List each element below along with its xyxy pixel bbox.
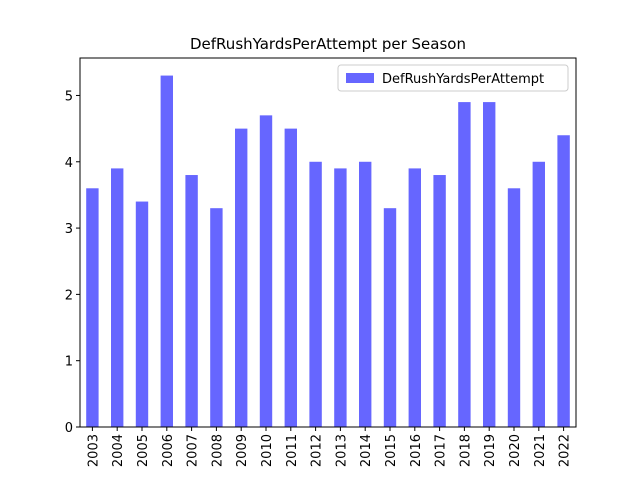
legend-label: DefRushYardsPerAttempt xyxy=(382,72,544,87)
bar xyxy=(309,161,322,428)
legend: DefRushYardsPerAttempt xyxy=(337,64,569,92)
x-tick-label: 2009 xyxy=(235,434,250,467)
y-tick-label: 5 xyxy=(65,89,73,104)
y-tick-label: 0 xyxy=(65,421,73,436)
y-tick-label: 4 xyxy=(65,156,73,171)
x-tick-label: 2014 xyxy=(359,434,374,467)
bar xyxy=(334,168,347,427)
bar xyxy=(185,175,198,427)
bar xyxy=(433,175,446,427)
x-tick-label: 2018 xyxy=(458,434,473,467)
bar xyxy=(259,115,273,427)
x-tick-label: 2019 xyxy=(483,434,498,467)
bar xyxy=(483,102,496,428)
plot-frame xyxy=(79,57,577,428)
x-tick-label: 2005 xyxy=(136,434,151,467)
x-tick-label: 2008 xyxy=(210,434,225,467)
x-tick-label: 2006 xyxy=(161,434,176,467)
x-tick-label: 2020 xyxy=(508,434,523,467)
bar xyxy=(383,208,397,427)
x-tick-label: 2012 xyxy=(310,434,325,467)
bar xyxy=(532,161,545,428)
bar xyxy=(235,128,248,427)
x-tick-label: 2016 xyxy=(409,434,424,467)
x-tick-label: 2011 xyxy=(285,434,300,467)
x-tick-label: 2021 xyxy=(533,434,548,467)
legend-frame xyxy=(337,64,569,92)
y-tick-label: 2 xyxy=(65,288,73,303)
chart-title: DefRushYardsPerAttempt per Season xyxy=(190,35,466,53)
bar xyxy=(160,75,173,428)
bar xyxy=(135,201,149,427)
bar xyxy=(458,102,471,428)
bar xyxy=(284,128,297,427)
x-tick-label: 2010 xyxy=(260,434,275,467)
bar xyxy=(86,188,99,427)
y-tick-label: 1 xyxy=(65,355,73,370)
x-tick-label: 2015 xyxy=(384,434,399,467)
x-tick-label: 2022 xyxy=(558,434,573,467)
x-tick-label: 2013 xyxy=(334,434,349,467)
bar xyxy=(507,188,521,427)
legend-swatch xyxy=(346,73,374,83)
x-tick-label: 2003 xyxy=(86,434,101,467)
x-tick-label: 2007 xyxy=(186,434,201,467)
y-tick-label: 3 xyxy=(65,222,73,237)
bar xyxy=(557,135,570,427)
bar xyxy=(359,161,372,428)
bar xyxy=(210,208,223,427)
bar xyxy=(408,168,421,427)
bar xyxy=(111,168,124,427)
x-tick-label: 2017 xyxy=(434,434,449,467)
x-tick-label: 2004 xyxy=(111,434,126,467)
